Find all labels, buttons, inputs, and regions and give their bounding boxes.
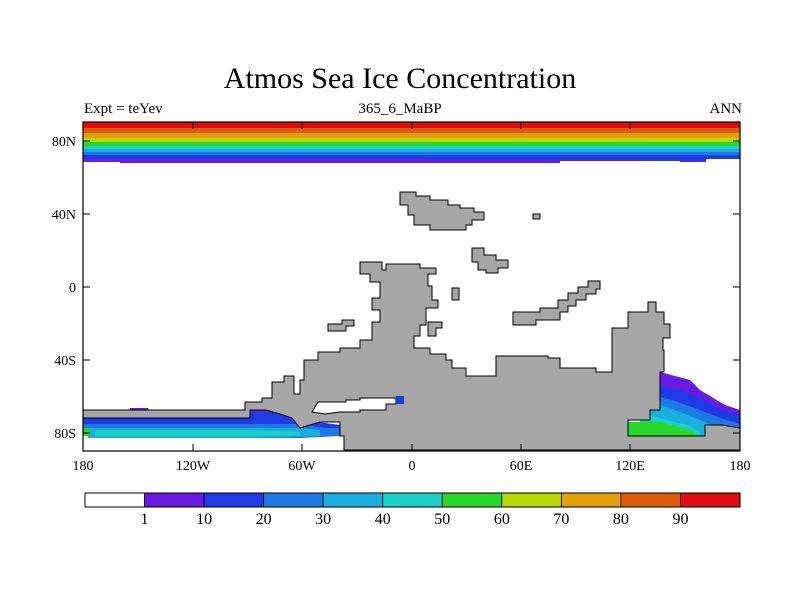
colorbar-label: 30 (315, 511, 331, 528)
x-tick-label: 120W (176, 459, 211, 474)
colorbar-label: 40 (375, 511, 391, 528)
plot-title: Atmos Sea Ice Concentration (223, 62, 577, 95)
island-chain-east (512, 280, 601, 326)
y-tick-label: 80N (52, 135, 76, 150)
antarctic-west-band-50 (83, 428, 90, 436)
antarctic-west-band-40 (95, 430, 300, 436)
colorbar-swatch (680, 492, 741, 508)
x-tick-label: 0 (409, 459, 416, 474)
colorbar-swatch (441, 492, 503, 508)
tick-marks (83, 122, 740, 451)
y-axis-labels: 80N 40N 0 40S 80S (52, 135, 76, 442)
colorbar-swatch (144, 492, 205, 508)
colorbar (84, 492, 741, 508)
colorbar-swatch (263, 492, 324, 508)
arctic-band-1 (83, 159, 740, 163)
colorbar-swatch (560, 492, 622, 508)
arctic-band-60 (83, 138, 740, 142)
colorbar-label: 50 (434, 511, 450, 528)
supercontinent (82, 261, 741, 451)
experiment-label: Expt = teYev (84, 101, 163, 117)
arctic-band-20 (83, 152, 740, 157)
x-axis-labels: 180 120W 60W 0 60E 120E 180 (73, 459, 751, 474)
antarctic-east-band-50 (628, 422, 700, 436)
colorbar-label: 10 (196, 511, 212, 528)
season-label: ANN (709, 101, 743, 117)
y-tick-label: 0 (69, 281, 76, 296)
x-tick-label: 120E (615, 459, 645, 474)
colorbar-swatch (322, 492, 384, 508)
arctic-band-30 (83, 149, 740, 152)
y-tick-label: 40N (52, 208, 76, 223)
colorbar-labels: 1 10 20 30 40 50 60 70 80 90 (141, 511, 689, 528)
x-tick-label: 180 (730, 459, 751, 474)
colorbar-swatch (382, 492, 443, 508)
colorbar-swatch (501, 492, 562, 508)
x-tick-label: 180 (73, 459, 94, 474)
sea-inlet (311, 397, 397, 415)
landmass-north (399, 191, 485, 231)
islet-west (327, 319, 355, 332)
colorbar-label: 80 (613, 511, 629, 528)
land-masses (82, 191, 741, 451)
x-tick-label: 60E (510, 459, 533, 474)
x-tick-label: 60W (288, 459, 316, 474)
y-tick-label: 40S (54, 354, 76, 369)
colorbar-label: 60 (494, 511, 510, 528)
period-label: 365_6_MaBP (358, 101, 442, 117)
colorbar-label: 90 (672, 511, 688, 528)
colorbar-label: 70 (553, 511, 569, 528)
island-central (471, 247, 509, 274)
y-tick-label: 80S (54, 427, 76, 442)
islet-mid-south (427, 321, 443, 337)
arctic-band-80 (83, 128, 740, 133)
colorbar-swatch (203, 492, 265, 508)
islet-mid (451, 287, 460, 301)
colorbar-label: 1 (141, 511, 149, 528)
sea-inlet-edge (396, 396, 404, 404)
arctic-band-40 (83, 146, 740, 149)
colorbar-frame (84, 492, 741, 508)
islet-north-east (532, 213, 541, 220)
arctic-band-50 (83, 142, 740, 146)
colorbar-label: 20 (256, 511, 272, 528)
colorbar-swatch (84, 492, 145, 508)
colorbar-swatch (620, 492, 681, 508)
arctic-band-10 (83, 155, 740, 161)
arctic-band-70 (83, 133, 740, 138)
